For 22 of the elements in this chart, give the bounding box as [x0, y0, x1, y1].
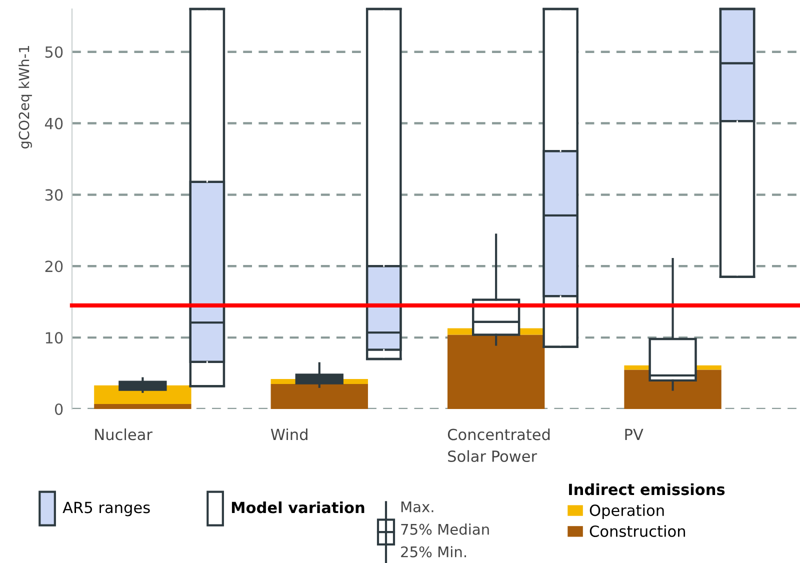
y-tick-label: 0 [54, 403, 63, 416]
x-tick-label: Nuclear [95, 428, 152, 440]
text: 25% Min. [401, 546, 466, 558]
y-tick-label: 40 [44, 118, 63, 130]
x-tick-label: Concentrated Solar Power [448, 428, 550, 462]
y-tick-label: 20 [45, 260, 63, 272]
text: Max. [401, 501, 434, 512]
y-tick-label: 30 [45, 189, 63, 201]
bar [94, 404, 192, 409]
y-tick-label: 10 [46, 332, 63, 344]
y-tick-label: 50 [45, 46, 63, 58]
x-tick-label: Wind [270, 428, 308, 440]
x-tick-label: PV [625, 428, 644, 440]
legend-title: Indirect emissions [569, 483, 725, 496]
legend-label: Operation [590, 504, 664, 520]
legend-label: Model variation [232, 501, 364, 514]
text: AR5 ranges [62, 502, 150, 516]
bar [270, 384, 368, 409]
y-axis-title: gCO2eq kWh-1 [18, 46, 32, 148]
text: 75% Median [401, 524, 489, 535]
legend-label: Construction [590, 525, 686, 537]
bar [447, 334, 545, 409]
